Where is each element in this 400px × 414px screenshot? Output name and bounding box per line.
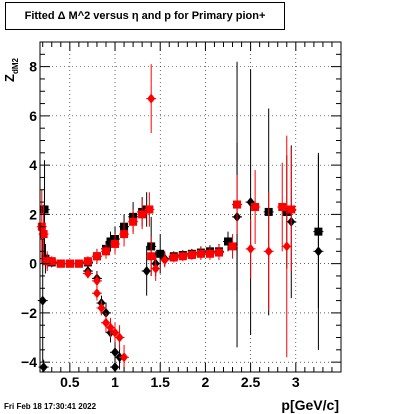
x-tick-label: 0.5 bbox=[60, 374, 80, 390]
data-point-diamond bbox=[115, 332, 124, 343]
data-point-diamond bbox=[111, 347, 120, 358]
data-point-square bbox=[278, 203, 287, 211]
data-point-diamond bbox=[120, 352, 129, 363]
y-axis-label-sub: dM2 bbox=[11, 57, 20, 74]
data-point-square bbox=[228, 242, 237, 251]
x-tick-label: 2.5 bbox=[241, 374, 261, 390]
data-point-diamond bbox=[264, 246, 273, 257]
x-tick-label: 3 bbox=[292, 374, 300, 390]
axis-ticks bbox=[40, 42, 341, 372]
data-point-square bbox=[39, 230, 48, 239]
data-point-square bbox=[106, 237, 115, 246]
y-tick-label: 8 bbox=[29, 59, 37, 75]
data-point-diamond bbox=[111, 327, 120, 338]
x-tick-label: 1.5 bbox=[150, 374, 170, 390]
data-point-square bbox=[214, 248, 223, 257]
x-axis-label: p[GeV/c] bbox=[281, 397, 339, 413]
axis-tick-labels: 0.5 1 1.5 2 2.5 3 −4 −2 0 2 4 6 8 bbox=[21, 59, 300, 390]
data-points bbox=[36, 61, 324, 373]
plot-frame bbox=[39, 41, 342, 373]
y-axis-label-main: Z bbox=[2, 74, 17, 82]
data-point-square bbox=[178, 252, 187, 261]
data-point-square bbox=[101, 247, 110, 256]
data-point-square bbox=[92, 252, 101, 261]
data-point-diamond bbox=[92, 288, 101, 299]
x-tick-label: 1 bbox=[111, 374, 119, 390]
data-point-square bbox=[224, 237, 233, 246]
data-point-diamond bbox=[151, 263, 160, 274]
y-tick-label: 2 bbox=[29, 206, 37, 222]
data-point-square bbox=[156, 249, 165, 258]
data-point-square bbox=[138, 210, 147, 219]
data-point-square bbox=[120, 230, 129, 239]
data-point-diamond bbox=[106, 322, 115, 333]
data-point-square bbox=[287, 205, 296, 214]
y-tick-label: −2 bbox=[21, 305, 37, 321]
data-point-diamond bbox=[282, 241, 291, 252]
data-point-diamond bbox=[142, 266, 151, 277]
data-point-square bbox=[56, 259, 65, 268]
grid bbox=[40, 42, 341, 372]
data-point-square bbox=[169, 253, 178, 262]
y-tick-label: 4 bbox=[29, 157, 37, 173]
data-point-diamond bbox=[147, 93, 156, 104]
data-point-square bbox=[83, 257, 92, 266]
data-point-diamond bbox=[83, 268, 92, 279]
chart-title: Fitted Δ M^2 versus η and p for Primary … bbox=[5, 2, 285, 30]
y-tick-label: −4 bbox=[21, 354, 37, 370]
data-point-square bbox=[251, 203, 260, 211]
data-point-square bbox=[147, 252, 156, 261]
data-point-diamond bbox=[246, 243, 255, 254]
data-point-square bbox=[233, 200, 242, 209]
y-axis-label: ZdM2 bbox=[2, 57, 20, 82]
data-point-square bbox=[111, 239, 120, 248]
data-point-square bbox=[145, 205, 154, 214]
data-point-diamond bbox=[39, 362, 48, 373]
data-point-square bbox=[205, 249, 214, 258]
data-point-diamond bbox=[92, 275, 101, 286]
data-point-diamond bbox=[101, 317, 110, 328]
data-point-square bbox=[196, 249, 205, 258]
footer-timestamp: Fri Feb 18 17:30:41 2022 bbox=[4, 402, 97, 411]
y-tick-label: 0 bbox=[29, 256, 37, 272]
data-point-diamond bbox=[314, 246, 323, 257]
data-point-square bbox=[187, 251, 196, 260]
y-tick-label: 6 bbox=[29, 108, 37, 124]
data-point-square bbox=[65, 259, 74, 268]
data-point-diamond bbox=[160, 254, 169, 265]
data-point-square bbox=[74, 259, 83, 268]
data-point-square bbox=[129, 217, 138, 226]
data-point-square bbox=[47, 257, 56, 266]
data-point-square bbox=[40, 205, 49, 214]
data-point-diamond bbox=[97, 302, 106, 313]
x-tick-label: 2 bbox=[202, 374, 210, 390]
